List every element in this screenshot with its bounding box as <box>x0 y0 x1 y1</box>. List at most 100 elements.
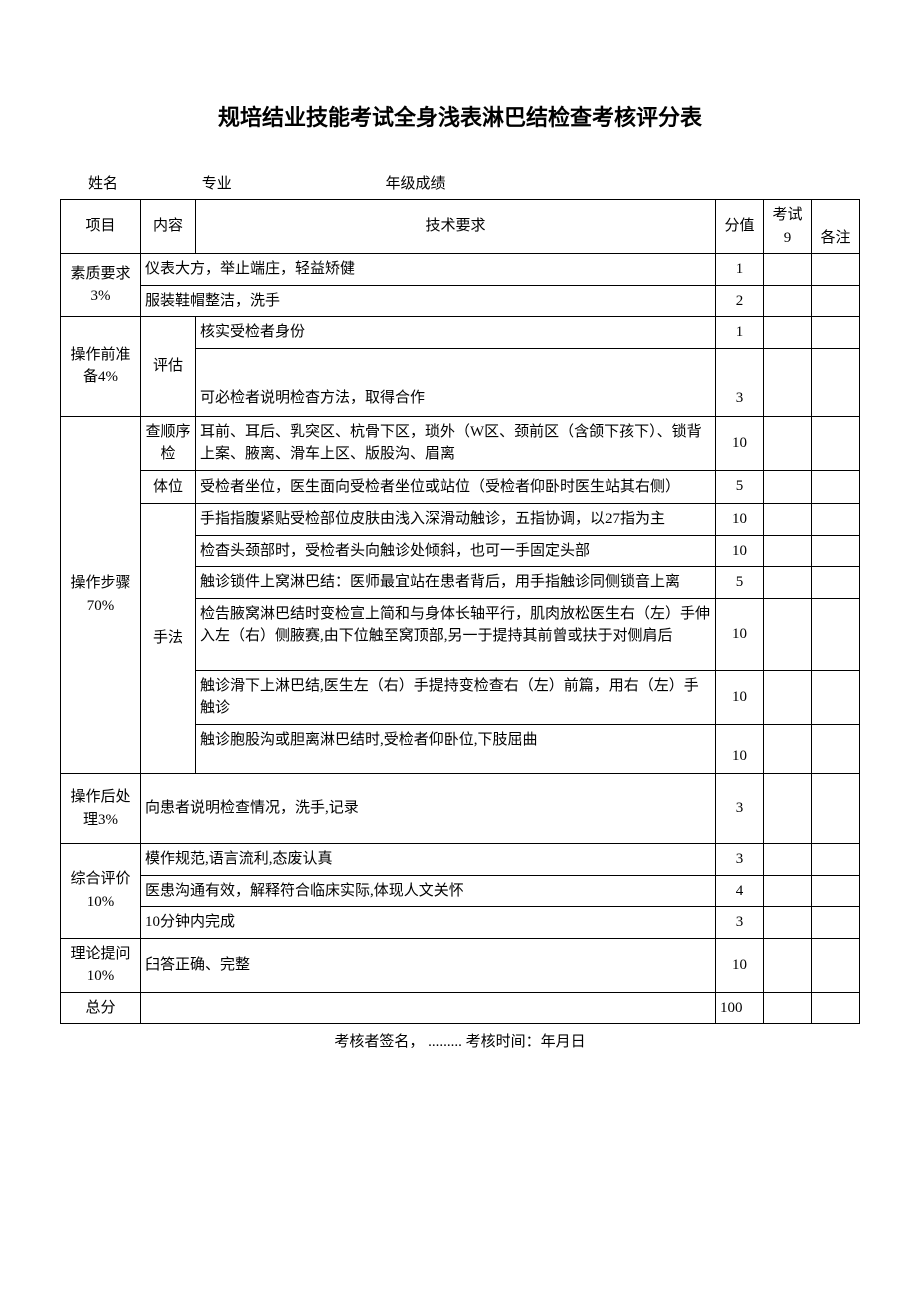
cell[interactable] <box>764 416 812 470</box>
steps-sub2: 体位 <box>141 470 196 504</box>
quality-label: 素质要求3% <box>61 254 141 317</box>
page-title: 规培结业技能考试全身浅表淋巴结检查考核评分表 <box>60 100 860 132</box>
quality-row-2: 服装鞋帽整洁，洗手 2 <box>61 285 860 317</box>
cell[interactable] <box>812 317 860 349</box>
steps-req-8: 触诊胞股沟或胆离淋巴结时,受检者仰卧位,下肢屈曲 <box>196 724 716 774</box>
cell[interactable] <box>812 875 860 907</box>
cell[interactable] <box>812 535 860 567</box>
prep-row-1: 操作前准备4% 评估 核实受检者身份 1 <box>61 317 860 349</box>
cell[interactable] <box>764 285 812 317</box>
eval-req-1: 模作规范,语言流利,态废认真 <box>141 844 716 876</box>
steps-row-3: 手法 手指指腹紧贴受检部位皮肤由浅入深滑动触诊，五指协调，以27指为主 10 <box>61 504 860 536</box>
cell[interactable] <box>764 907 812 939</box>
steps-req-7: 触诊滑下上淋巴结,医生左（右）手提持变检查右（左）前篇，用右（左）手触诊 <box>196 670 716 724</box>
prep-req-1: 核实受检者身份 <box>196 317 716 349</box>
cell[interactable] <box>764 992 812 1024</box>
cell[interactable] <box>764 317 812 349</box>
cell[interactable] <box>812 938 860 992</box>
eval-req-3: 10分钟内完成 <box>141 907 716 939</box>
cell[interactable] <box>764 348 812 416</box>
name-label: 姓名 <box>88 172 198 193</box>
header-requirement: 技术要求 <box>196 200 716 254</box>
cell[interactable] <box>764 504 812 536</box>
prep-score-1: 1 <box>716 317 764 349</box>
table-header-row: 项目 内容 技术要求 分值 考试9 各注 <box>61 200 860 254</box>
eval-row-1: 综合评价10% 模作规范,语言流利,态废认真 3 <box>61 844 860 876</box>
cell[interactable] <box>812 504 860 536</box>
total-score: 100 <box>716 992 764 1024</box>
steps-score-2: 5 <box>716 470 764 504</box>
cell[interactable] <box>812 844 860 876</box>
cell[interactable] <box>812 285 860 317</box>
cell[interactable] <box>812 416 860 470</box>
theory-score: 10 <box>716 938 764 992</box>
total-row: 总分 100 <box>61 992 860 1024</box>
steps-score-3: 10 <box>716 504 764 536</box>
steps-score-6: 10 <box>716 598 764 670</box>
steps-req-6: 检告腋窝淋巴结时变检宣上简和与身体长轴平行，肌肉放松医生右（左）手伸入左（右）侧… <box>196 598 716 670</box>
total-label: 总分 <box>61 992 141 1024</box>
cell[interactable] <box>764 774 812 844</box>
header-project: 项目 <box>61 200 141 254</box>
steps-score-1: 10 <box>716 416 764 470</box>
eval-score-2: 4 <box>716 875 764 907</box>
cell[interactable] <box>764 875 812 907</box>
eval-row-3: 10分钟内完成 3 <box>61 907 860 939</box>
theory-label: 理论提问10% <box>61 938 141 992</box>
theory-row: 理论提问10% 臼答正确、完整 10 <box>61 938 860 992</box>
cell[interactable] <box>764 938 812 992</box>
eval-req-2: 医患沟通有效，解释符合临床实际,体现人文关怀 <box>141 875 716 907</box>
cell[interactable] <box>812 567 860 599</box>
eval-label: 综合评价10% <box>61 844 141 939</box>
eval-score-3: 3 <box>716 907 764 939</box>
cell[interactable] <box>812 774 860 844</box>
prep-score-2: 3 <box>716 348 764 416</box>
header-exam: 考试9 <box>764 200 812 254</box>
grade-label: 年级成绩 <box>386 172 446 193</box>
cell[interactable] <box>812 670 860 724</box>
cell[interactable] <box>764 567 812 599</box>
eval-score-1: 3 <box>716 844 764 876</box>
cell[interactable] <box>764 535 812 567</box>
quality-req-2: 服装鞋帽整洁，洗手 <box>141 285 716 317</box>
cell[interactable] <box>764 470 812 504</box>
quality-row-1: 素质要求3% 仪表大方，举止端庄，轻益矫健 1 <box>61 254 860 286</box>
score-table: 项目 内容 技术要求 分值 考试9 各注 素质要求3% 仪表大方，举止端庄，轻益… <box>60 199 860 1024</box>
prep-label: 操作前准备4% <box>61 317 141 417</box>
steps-sub1: 查顺序检 <box>141 416 196 470</box>
quality-score-2: 2 <box>716 285 764 317</box>
eval-row-2: 医患沟通有效，解释符合临床实际,体现人文关怀 4 <box>61 875 860 907</box>
cell[interactable] <box>812 724 860 774</box>
cell[interactable] <box>812 254 860 286</box>
cell[interactable] <box>812 992 860 1024</box>
steps-score-5: 5 <box>716 567 764 599</box>
cell[interactable] <box>812 470 860 504</box>
cell[interactable] <box>764 670 812 724</box>
steps-label: 操作步骤70% <box>61 416 141 774</box>
post-req: 向患者说明检查情况，洗手,记录 <box>141 774 716 844</box>
post-score: 3 <box>716 774 764 844</box>
footer-line: 考核者签名， ......... 考核时间：年月日 <box>60 1030 860 1051</box>
cell[interactable] <box>812 907 860 939</box>
cell[interactable] <box>812 598 860 670</box>
meta-line: 姓名 专业 年级成绩 <box>60 172 860 193</box>
steps-score-8: 10 <box>716 724 764 774</box>
steps-req-5: 触诊锁件上窝淋巴结：医师最宜站在患者背后，用手指触诊同侧锁音上离 <box>196 567 716 599</box>
cell[interactable] <box>764 598 812 670</box>
steps-score-4: 10 <box>716 535 764 567</box>
cell[interactable] <box>764 254 812 286</box>
header-content: 内容 <box>141 200 196 254</box>
cell[interactable] <box>764 844 812 876</box>
quality-score-1: 1 <box>716 254 764 286</box>
steps-req-2: 受检者坐位，医生面向受检者坐位或站位（受检者仰卧时医生站其右侧） <box>196 470 716 504</box>
quality-req-1: 仪表大方，举止端庄，轻益矫健 <box>141 254 716 286</box>
cell[interactable] <box>764 724 812 774</box>
header-remark: 各注 <box>812 200 860 254</box>
steps-sub3: 手法 <box>141 504 196 774</box>
total-empty <box>141 992 716 1024</box>
steps-req-4: 检杳头颈部时，受检者头向触诊处倾斜，也可一手固定头部 <box>196 535 716 567</box>
post-row: 操作后处理3% 向患者说明检查情况，洗手,记录 3 <box>61 774 860 844</box>
steps-row-2: 体位 受检者坐位，医生面向受检者坐位或站位（受检者仰卧时医生站其右侧） 5 <box>61 470 860 504</box>
cell[interactable] <box>812 348 860 416</box>
steps-score-7: 10 <box>716 670 764 724</box>
